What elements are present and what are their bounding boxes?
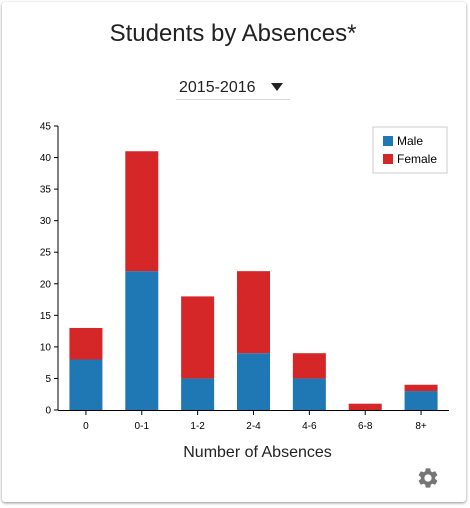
bar-male-0[interactable] — [69, 359, 103, 410]
y-tick-label: 25 — [40, 248, 52, 259]
legend-label-female: Female — [397, 152, 437, 166]
bar-male-1-2[interactable] — [181, 378, 215, 410]
x-tick-label: 0-1 — [135, 421, 150, 432]
bar-male-4-6[interactable] — [292, 378, 326, 410]
legend-swatch-female — [383, 154, 393, 164]
x-tick-label: 2-4 — [246, 421, 261, 432]
bar-female-1-2[interactable] — [181, 296, 215, 379]
bar-female-0-1[interactable] — [125, 151, 159, 272]
x-tick-label: 0 — [83, 421, 89, 432]
y-tick-label: 0 — [45, 406, 51, 417]
y-tick-label: 45 — [40, 122, 52, 133]
bar-female-0[interactable] — [69, 327, 103, 360]
x-tick-label: 8+ — [415, 421, 427, 432]
bar-male-8+[interactable] — [404, 391, 438, 410]
x-tick-label: 4-6 — [302, 421, 317, 432]
bar-male-2-4[interactable] — [237, 353, 270, 410]
x-tick-label: 1-2 — [190, 421, 205, 432]
legend-box — [372, 126, 448, 174]
legend-label-male: Male — [397, 134, 423, 148]
legend-swatch-male — [383, 136, 393, 146]
bar-female-2-4[interactable] — [237, 271, 270, 354]
x-axis-label: Number of Absences — [183, 444, 332, 461]
chart-title: Students by Absences* — [109, 20, 357, 47]
x-tick-label: 6-8 — [358, 421, 373, 432]
y-tick-label: 20 — [40, 279, 52, 290]
y-tick-label: 35 — [40, 185, 52, 196]
y-tick-label: 40 — [40, 153, 52, 164]
y-tick-label: 5 — [45, 374, 51, 385]
bar-female-8+[interactable] — [404, 384, 438, 392]
bar-male-0-1[interactable] — [125, 271, 159, 410]
y-tick-label: 15 — [40, 311, 52, 322]
y-tick-label: 10 — [40, 342, 52, 353]
y-tick-label: 30 — [40, 216, 52, 227]
bar-female-6-8[interactable] — [348, 403, 382, 410]
caret-down-icon — [271, 83, 283, 91]
year-select-value: 2015-2016 — [179, 79, 256, 96]
bar-female-4-6[interactable] — [292, 353, 326, 379]
gear-icon[interactable] — [416, 466, 440, 490]
chart-card — [2, 2, 466, 502]
year-select[interactable]: 2015-2016 — [176, 77, 290, 100]
